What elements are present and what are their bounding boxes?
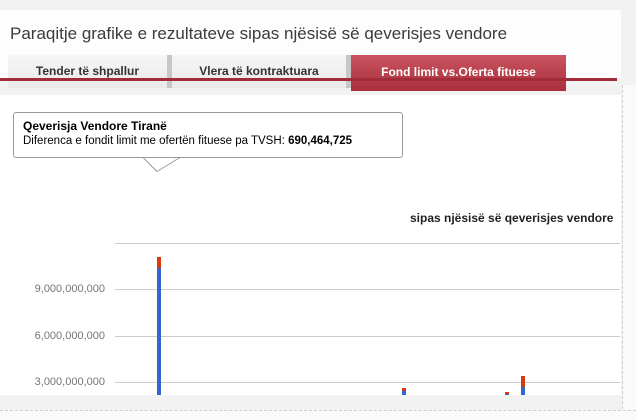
bar-red-segment [504,392,509,395]
bar-blue-segment [402,391,407,395]
tab-tender-te-shpallur[interactable]: Tender të shpallur [8,55,167,88]
active-tab-underline [0,78,617,81]
bar-50[interactable] [504,392,509,395]
chart-tooltip: Qeverisja Vendore Tiranë Diferenca e fon… [13,112,403,158]
bar-red-segment [520,376,525,388]
tab-fond-limit-vs-oferta-fituese[interactable]: Fond limit vs.Oferta fituese [351,55,566,91]
tab-bar: Tender të shpallur Vlera të kontraktuara… [8,55,566,91]
bar-52[interactable] [520,376,525,395]
tooltip-body: Diferenca e fondit limit me ofertën fitu… [23,134,393,149]
tooltip-label: Diferenca e fondit limit me ofertën fitu… [23,135,289,147]
bar-red-segment [402,387,407,392]
chart-title: sipas njësisë së qeverisjes vendore [410,211,614,225]
gridline [115,382,620,383]
bar-blue-segment [504,394,509,395]
bar-37[interactable] [402,387,407,395]
tooltip-title: Qeverisja Vendore Tiranë [23,119,167,133]
y-axis-tick-label: 6,000,000,000 [34,329,105,342]
y-axis-tick-label: 9,000,000,000 [34,283,105,295]
right-panel-cutoff [622,85,636,419]
gridline [115,289,620,290]
gridline [115,242,620,244]
tab-separator [346,55,351,88]
page-title: Paraqitje grafike e rezultateve sipas nj… [10,24,508,43]
tab-vlera-te-kontraktuara[interactable]: Vlera të kontraktuara [172,55,346,88]
bottom-panel-cutoff [0,410,636,420]
tooltip-value: 690,464,725 [288,135,353,147]
tab-separator [167,55,172,88]
bar-6[interactable] [157,257,162,395]
bar-blue-segment [157,268,162,395]
y-axis-tick-label: 3,000,000,000 [34,376,105,388]
bar-red-segment [157,257,162,269]
header: Paraqitje grafike e rezultateve sipas nj… [0,10,621,91]
bar-blue-segment [520,387,525,395]
gridline [115,335,620,337]
